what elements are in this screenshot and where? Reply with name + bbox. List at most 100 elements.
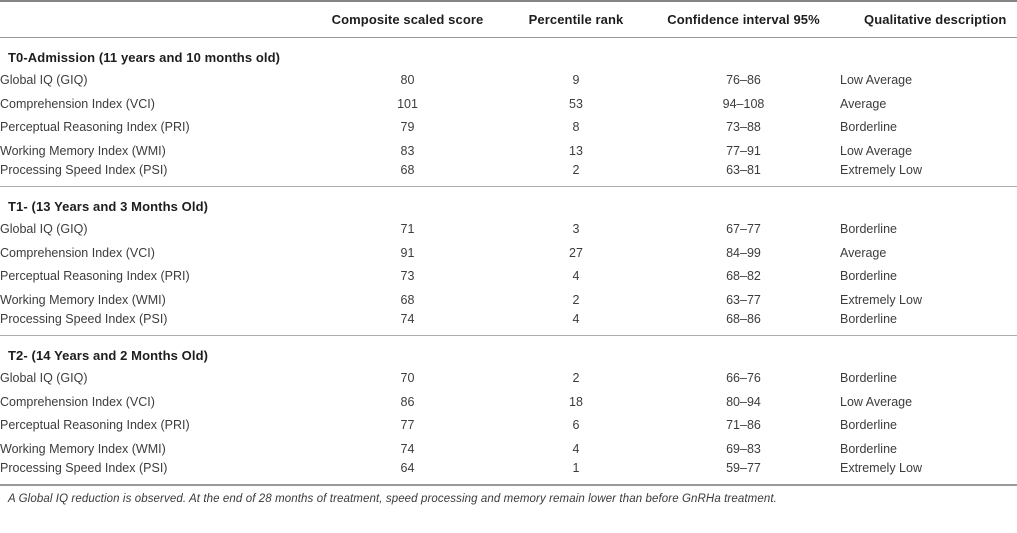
table-row: Perceptual Reasoning Index (PRI) 73 4 68…: [0, 265, 1017, 289]
table-footnote: A Global IQ reduction is observed. At th…: [8, 492, 777, 505]
qualitative-cell: Low Average: [840, 394, 913, 409]
score-cell: 101: [397, 96, 418, 111]
percentile-cell: 3: [572, 222, 580, 237]
qualitative-cell: Borderline: [840, 311, 897, 326]
ci-cell: 67–77: [726, 222, 761, 237]
qualitative-cell: Borderline: [840, 120, 897, 135]
score-cell: 68: [400, 292, 415, 307]
table-row: Global IQ (GIQ) 80 9 76–86 Low Average: [0, 69, 1017, 93]
section-t0-admission: T0-Admission (11 years and 10 months old…: [0, 37, 1017, 186]
table-row: Working Memory Index (WMI) 68 2 63–77 Ex…: [0, 288, 1017, 312]
row-label-cell: Global IQ (GIQ): [0, 73, 88, 88]
ci-cell: 63–81: [726, 162, 761, 177]
ci-cell: 80–94: [726, 394, 761, 409]
score-cell: 74: [400, 311, 415, 326]
score-cell: 74: [400, 441, 415, 456]
row-label-cell: Comprehension Index (VCI): [0, 394, 155, 409]
ci-cell: 69–83: [726, 441, 761, 456]
table-row: Perceptual Reasoning Index (PRI) 77 6 71…: [0, 414, 1017, 438]
score-cell: 79: [400, 120, 415, 135]
score-cell: 68: [400, 162, 415, 177]
column-header-percentile-rank: Percentile rank: [528, 11, 624, 27]
qualitative-cell: Borderline: [840, 418, 897, 433]
ci-cell: 68–86: [726, 311, 761, 326]
score-cell: 70: [400, 371, 415, 386]
score-cell: 71: [400, 222, 415, 237]
table-row: Working Memory Index (WMI) 83 13 77–91 L…: [0, 139, 1017, 163]
qualitative-cell: Extremely Low: [840, 460, 922, 475]
row-label-cell: Global IQ (GIQ): [0, 222, 88, 237]
percentile-cell: 2: [572, 292, 580, 307]
section-t2: T2- (14 Years and 2 Months Old) Global I…: [0, 335, 1017, 485]
qualitative-cell: Borderline: [840, 222, 897, 237]
table-row: Global IQ (GIQ) 71 3 67–77 Borderline: [0, 218, 1017, 242]
row-label-cell: Comprehension Index (VCI): [0, 96, 155, 111]
ci-cell: 94–108: [722, 96, 765, 111]
table-row: Global IQ (GIQ) 70 2 66–76 Borderline: [0, 367, 1017, 391]
row-label-cell: Perceptual Reasoning Index (PRI): [0, 269, 190, 284]
table-header: Composite scaled score Percentile rank C…: [0, 1, 1017, 37]
percentile-cell: 53: [569, 96, 583, 111]
ci-cell: 66–76: [726, 371, 761, 386]
score-cell: 77: [400, 418, 415, 433]
column-header-qualitative-description: Qualitative description: [864, 11, 1007, 27]
score-cell: 64: [400, 460, 415, 475]
ci-cell: 76–86: [726, 73, 761, 88]
table-row: Working Memory Index (WMI) 74 4 69–83 Bo…: [0, 437, 1017, 461]
results-table-container: Composite scaled score Percentile rank C…: [0, 0, 1017, 505]
percentile-cell: 27: [569, 245, 583, 260]
score-cell: 86: [400, 394, 415, 409]
percentile-cell: 9: [572, 73, 580, 88]
table-row: Processing Speed Index (PSI) 68 2 63–81 …: [0, 163, 1017, 187]
section-t1: T1- (13 Years and 3 Months Old) Global I…: [0, 186, 1017, 335]
table-row: Perceptual Reasoning Index (PRI) 79 8 73…: [0, 116, 1017, 140]
row-label-cell: Processing Speed Index (PSI): [0, 311, 168, 326]
ci-cell: 68–82: [726, 269, 761, 284]
row-label-cell: Processing Speed Index (PSI): [0, 162, 168, 177]
percentile-cell: 13: [569, 143, 583, 158]
row-label-cell: Working Memory Index (WMI): [0, 441, 166, 456]
qualitative-cell: Average: [840, 245, 887, 260]
score-cell: 83: [400, 143, 415, 158]
table-row: Comprehension Index (VCI) 101 53 94–108 …: [0, 92, 1017, 116]
section-title: T2- (14 Years and 2 Months Old): [8, 347, 209, 363]
row-label-cell: Comprehension Index (VCI): [0, 245, 155, 260]
ci-cell: 63–77: [726, 292, 761, 307]
ci-cell: 71–86: [726, 418, 761, 433]
row-label-cell: Processing Speed Index (PSI): [0, 460, 168, 475]
table-row: Comprehension Index (VCI) 91 27 84–99 Av…: [0, 241, 1017, 265]
percentile-cell: 2: [572, 162, 580, 177]
ci-cell: 84–99: [726, 245, 761, 260]
qualitative-cell: Low Average: [840, 73, 913, 88]
table-row: Comprehension Index (VCI) 86 18 80–94 Lo…: [0, 390, 1017, 414]
row-label-cell: Global IQ (GIQ): [0, 371, 88, 386]
row-label-cell: Perceptual Reasoning Index (PRI): [0, 418, 190, 433]
column-header-composite-scaled-score: Composite scaled score: [331, 11, 484, 27]
percentile-cell: 2: [572, 371, 580, 386]
qualitative-cell: Borderline: [840, 441, 897, 456]
table-row: Processing Speed Index (PSI) 74 4 68–86 …: [0, 312, 1017, 336]
percentile-cell: 4: [572, 441, 580, 456]
section-title: T0-Admission (11 years and 10 months old…: [8, 49, 281, 65]
column-header-confidence-interval: Confidence interval 95%: [667, 11, 820, 27]
ci-cell: 73–88: [726, 120, 761, 135]
qualitative-cell: Extremely Low: [840, 292, 922, 307]
percentile-cell: 18: [569, 394, 583, 409]
section-title: T1- (13 Years and 3 Months Old): [8, 198, 209, 214]
wisc-results-table: Composite scaled score Percentile rank C…: [0, 0, 1017, 485]
qualitative-cell: Extremely Low: [840, 162, 922, 177]
percentile-cell: 6: [572, 418, 580, 433]
score-cell: 73: [400, 269, 415, 284]
qualitative-cell: Average: [840, 96, 887, 111]
percentile-cell: 1: [572, 460, 580, 475]
percentile-cell: 4: [572, 311, 580, 326]
percentile-cell: 8: [572, 120, 580, 135]
score-cell: 91: [400, 245, 415, 260]
percentile-cell: 4: [572, 269, 580, 284]
ci-cell: 59–77: [726, 460, 761, 475]
column-header-spacer: [0, 1, 310, 37]
qualitative-cell: Borderline: [840, 371, 897, 386]
row-label-cell: Perceptual Reasoning Index (PRI): [0, 120, 190, 135]
score-cell: 80: [400, 73, 415, 88]
qualitative-cell: Borderline: [840, 269, 897, 284]
